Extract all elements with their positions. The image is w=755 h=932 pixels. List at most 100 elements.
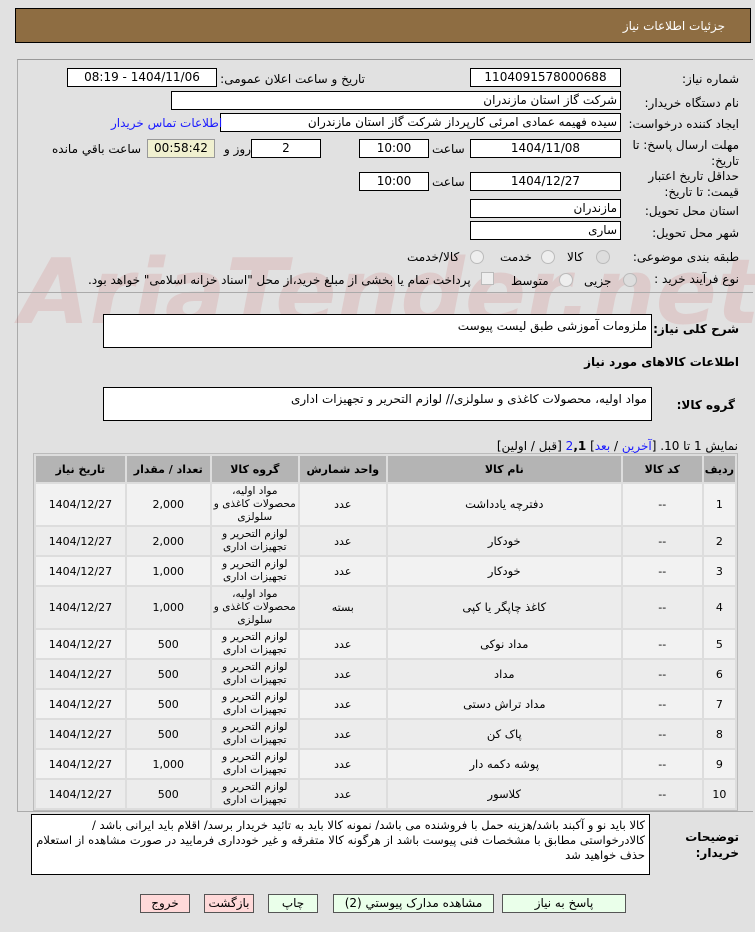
page-2-link[interactable]: 2 (565, 439, 574, 453)
category-radio-goods[interactable] (596, 250, 610, 264)
cell-goods-name: مداد (387, 660, 621, 688)
cell-goods-name: پوشه دکمه دار (387, 750, 621, 778)
exit-button[interactable]: خروج (140, 894, 190, 913)
need-number-field: 1104091578000688 (470, 68, 621, 87)
goods-group-label: گروه کالا: (676, 398, 735, 412)
cell-row-number: 3 (703, 557, 735, 585)
col-name: نام کالا (387, 456, 621, 482)
city-label: شهر محل تحویل: (652, 226, 739, 240)
cell-row-number: 8 (703, 720, 735, 748)
table-header-row: ردیف کد کالا نام کالا واحد شمارش گروه کا… (36, 456, 735, 482)
province-label: استان محل تحویل: (644, 204, 739, 218)
creator-field: سیده فهیمه عمادی امرئی کارپرداز شرکت گاز… (220, 113, 621, 132)
category-label: طبقه بندی موضوعی: (632, 250, 739, 264)
announce-field: 1404/11/06 - 08:19 (67, 68, 217, 87)
cell-need-date: 1404/12/27 (36, 484, 125, 525)
cell-goods-group: مواد اولیه، محصولات کاغذی و سلولزی (211, 587, 298, 628)
table-row: 10 -- کلاسور عدد لوازم التحریر و تجهیزات ادا… (36, 780, 735, 808)
cell-unit: عدد (299, 630, 386, 658)
cell-row-number: 6 (703, 660, 735, 688)
cell-quantity: 1,000 (126, 587, 210, 628)
cell-quantity: 500 (126, 630, 210, 658)
category-radio-service[interactable] (541, 250, 555, 264)
col-group: گروه کالا (211, 456, 298, 482)
page-header: جزئیات اطلاعات نیاز (15, 8, 751, 43)
cell-goods-code: -- (622, 720, 702, 748)
divider (17, 292, 753, 293)
cell-unit: عدد (299, 660, 386, 688)
cell-goods-code: -- (622, 630, 702, 658)
description-label: شرح کلی نیاز: (653, 322, 739, 336)
cell-unit: عدد (299, 484, 386, 525)
cell-row-number: 9 (703, 750, 735, 778)
print-button[interactable]: چاپ (268, 894, 318, 913)
buyer-label: نام دستگاه خریدار: (644, 96, 740, 110)
treasury-payment-checkbox[interactable] (481, 272, 494, 285)
announce-label: تاریخ و ساعت اعلان عمومی: (220, 72, 365, 86)
process-radio-medium[interactable] (559, 273, 573, 287)
creator-label: ایجاد کننده درخواست: (628, 117, 739, 131)
goods-group-field: مواد اولیه، محصولات کاغذی و سلولزی// لوا… (103, 387, 652, 421)
table-row: 4 -- کاغذ چاپگر یا کپی بسته مواد اولیه، محصو… (36, 587, 735, 628)
deadline-time-label: ساعت (432, 142, 465, 156)
process-label: نوع فرآیند خرید : (654, 272, 739, 286)
cell-goods-group: لوازم التحریر و تجهیزات اداری (211, 527, 298, 555)
goods-table: ردیف کد کالا نام کالا واحد شمارش گروه کا… (33, 453, 738, 811)
cell-goods-code: -- (622, 557, 702, 585)
cell-goods-name: دفترچه يادداشت (387, 484, 621, 525)
cell-quantity: 2,000 (126, 527, 210, 555)
view-attachments-button[interactable]: مشاهده مدارک پیوستي (2) (333, 894, 494, 913)
table-row: 8 -- پاک کن عدد لوازم التحریر و تجهیزات ادار… (36, 720, 735, 748)
cell-need-date: 1404/12/27 (36, 750, 125, 778)
cell-goods-code: -- (622, 750, 702, 778)
table-row: 7 -- مداد تراش دستی عدد لوازم التحریر و تجهی… (36, 690, 735, 718)
cell-goods-group: لوازم التحریر و تجهیزات اداری (211, 780, 298, 808)
process-radio-minor[interactable] (623, 273, 637, 287)
cell-quantity: 1,000 (126, 557, 210, 585)
days-field: 2 (251, 139, 321, 158)
need-number-label: شماره نیاز: (682, 72, 739, 86)
cell-unit: عدد (299, 720, 386, 748)
bracket: ] (590, 439, 595, 453)
cell-goods-group: لوازم التحریر و تجهیزات اداری (211, 557, 298, 585)
col-code: کد کالا (622, 456, 702, 482)
cell-goods-group: لوازم التحریر و تجهیزات اداری (211, 630, 298, 658)
cell-unit: عدد (299, 557, 386, 585)
back-button[interactable]: بازگشت (204, 894, 254, 913)
category-radio-both[interactable] (470, 250, 484, 264)
cell-goods-group: لوازم التحریر و تجهیزات اداری (211, 750, 298, 778)
payment-note: پرداخت تمام یا بخشی از مبلغ خرید،از محل … (88, 273, 471, 287)
cell-need-date: 1404/12/27 (36, 660, 125, 688)
process-option-minor: جزیی (584, 274, 612, 288)
buyer-notes-field: کالا باید نو و آکبند باشد/هزینه حمل با ف… (31, 814, 650, 875)
category-option-service: خدمت (500, 250, 532, 264)
cell-quantity: 500 (126, 660, 210, 688)
prev-first-text: [قبل / اولین] (496, 439, 562, 453)
bracket: [ (651, 439, 657, 453)
cell-goods-name: کلاسور (387, 780, 621, 808)
table-row: 1 -- دفترچه يادداشت عدد مواد اولیه، محصولات … (36, 484, 735, 525)
separator: / (610, 439, 622, 453)
cell-row-number: 10 (703, 780, 735, 808)
reply-button[interactable]: پاسخ به نیاز (502, 894, 626, 913)
contact-buyer-link[interactable]: اطلاعات تماس خریدار (111, 116, 223, 130)
col-date: تاریخ نیاز (36, 456, 125, 482)
next-page-link[interactable]: بعد (594, 439, 611, 453)
table-row: 2 -- خودکار عدد لوازم التحریر و تجهیزات ادار… (36, 527, 735, 555)
cell-unit: عدد (299, 780, 386, 808)
last-page-link[interactable]: آخرین (621, 439, 652, 453)
deadline-time-field: 10:00 (359, 139, 429, 158)
cell-goods-code: -- (622, 527, 702, 555)
validity-date-field: 1404/12/27 (470, 172, 621, 191)
cell-goods-group: مواد اولیه، محصولات کاغذی و سلولزی (211, 484, 298, 525)
city-field: ساری (470, 221, 621, 240)
cell-goods-group: لوازم التحریر و تجهیزات اداری (211, 660, 298, 688)
cell-goods-group: لوازم التحریر و تجهیزات اداری (211, 720, 298, 748)
cell-need-date: 1404/12/27 (36, 630, 125, 658)
cell-goods-name: خودکار (387, 557, 621, 585)
cell-row-number: 2 (703, 527, 735, 555)
cell-quantity: 1,000 (126, 750, 210, 778)
page-title: جزئیات اطلاعات نیاز (622, 19, 725, 33)
province-field: مازندران (470, 199, 621, 218)
validity-label: حداقل تاریخ اعتبار قیمت: تا تاریخ: (648, 169, 739, 199)
